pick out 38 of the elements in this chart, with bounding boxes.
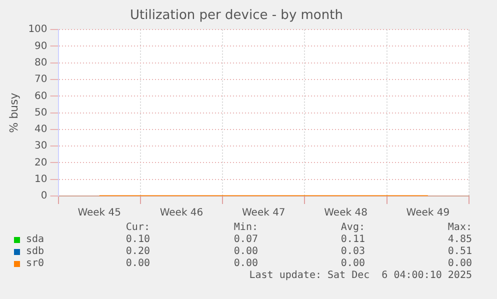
y-tick-label: 90 xyxy=(34,40,48,52)
y-tick-label: 100 xyxy=(28,24,48,36)
y-axis-title: % busy xyxy=(7,92,20,133)
y-tick-label: 10 xyxy=(34,174,48,185)
y-tick-label: 20 xyxy=(34,157,48,168)
x-tick-label: Week 45 xyxy=(78,208,122,219)
text: 0.11 xyxy=(340,234,365,245)
y-tick-label: 30 xyxy=(34,140,48,152)
text: Min: xyxy=(234,222,258,233)
text: 0.00 xyxy=(234,246,258,257)
legend-label: sda xyxy=(26,234,44,245)
y-tick-label: 0 xyxy=(40,190,48,202)
text: 4.85 xyxy=(448,234,472,245)
chart-title: Utilization per device - by month xyxy=(130,8,343,24)
text: 0.10 xyxy=(126,234,150,245)
text: 0.00 xyxy=(448,258,472,269)
text: 0.51 xyxy=(448,246,472,257)
y-tick-label: 50 xyxy=(34,107,48,118)
text: 0.00 xyxy=(340,258,365,269)
text: Last update: Sat Dec 6 04:00:10 2025 xyxy=(249,270,472,281)
x-tick-label: Week 49 xyxy=(406,208,450,219)
x-tick-label: Week 47 xyxy=(242,208,286,219)
y-tick-label: 60 xyxy=(34,90,48,102)
text: 0.07 xyxy=(234,234,258,245)
text: 0.00 xyxy=(234,258,258,269)
text: Cur: xyxy=(126,222,150,233)
text: Avg: xyxy=(340,222,365,233)
text: Max: xyxy=(448,222,472,233)
y-tick-label: 40 xyxy=(34,124,48,136)
text: 0.20 xyxy=(126,246,150,257)
x-tick-label: Week 48 xyxy=(324,208,368,219)
y-tick-label: 70 xyxy=(34,74,48,86)
x-tick-label: Week 46 xyxy=(160,208,204,219)
text: 0.00 xyxy=(126,258,150,269)
legend-label: sdb xyxy=(26,246,44,257)
text: 0.03 xyxy=(340,246,365,257)
legend-label: sr0 xyxy=(26,258,44,269)
y-tick-label: 80 xyxy=(34,57,48,68)
